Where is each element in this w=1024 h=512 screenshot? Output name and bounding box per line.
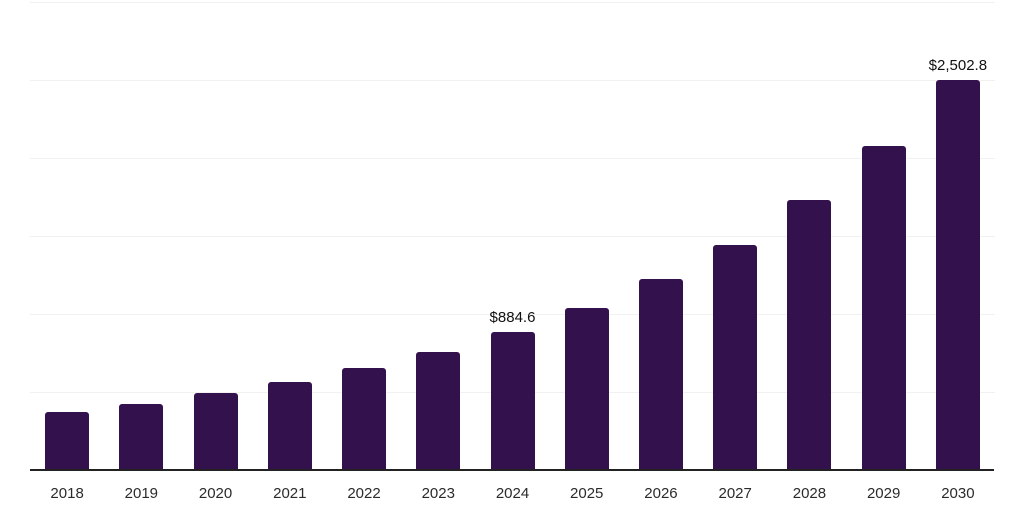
x-tick-2027: 2027 xyxy=(718,485,752,502)
x-tick-2025: 2025 xyxy=(570,485,604,502)
bar-2022 xyxy=(342,368,387,470)
bar-2018 xyxy=(45,411,90,470)
bar-2026 xyxy=(638,279,683,470)
gridline-2000 xyxy=(30,158,995,159)
x-tick-2030: 2030 xyxy=(941,485,975,502)
bar-2029 xyxy=(861,145,906,470)
bar-2025 xyxy=(564,308,609,470)
x-tick-2018: 2018 xyxy=(50,485,84,502)
bar-2028 xyxy=(787,200,832,470)
bar-2024 xyxy=(490,332,535,470)
x-tick-2026: 2026 xyxy=(644,485,678,502)
x-tick-2020: 2020 xyxy=(198,485,233,502)
x-tick-2024: 2024 xyxy=(495,485,530,502)
gridline-3000 xyxy=(30,2,995,3)
gridline-2500 xyxy=(30,80,995,81)
bar-2027 xyxy=(713,244,758,470)
bar-2030 xyxy=(935,79,980,470)
x-tick-2021: 2021 xyxy=(273,485,307,502)
x-tick-2029: 2029 xyxy=(866,485,901,502)
value-label-2024: $884.6 xyxy=(489,309,536,326)
bar-2023 xyxy=(416,351,461,470)
bar-2019 xyxy=(119,403,164,470)
x-tick-2022: 2022 xyxy=(347,485,381,502)
x-tick-2028: 2028 xyxy=(792,485,827,502)
bar-2020 xyxy=(193,393,238,470)
x-tick-2019: 2019 xyxy=(124,485,159,502)
value-label-2030: $2,502.8 xyxy=(928,56,988,74)
x-axis-line xyxy=(30,469,994,471)
gridline-1000 xyxy=(30,314,995,315)
bar-2021 xyxy=(267,381,312,470)
x-tick-2023: 2023 xyxy=(421,485,455,502)
gridline-1500 xyxy=(30,236,995,237)
